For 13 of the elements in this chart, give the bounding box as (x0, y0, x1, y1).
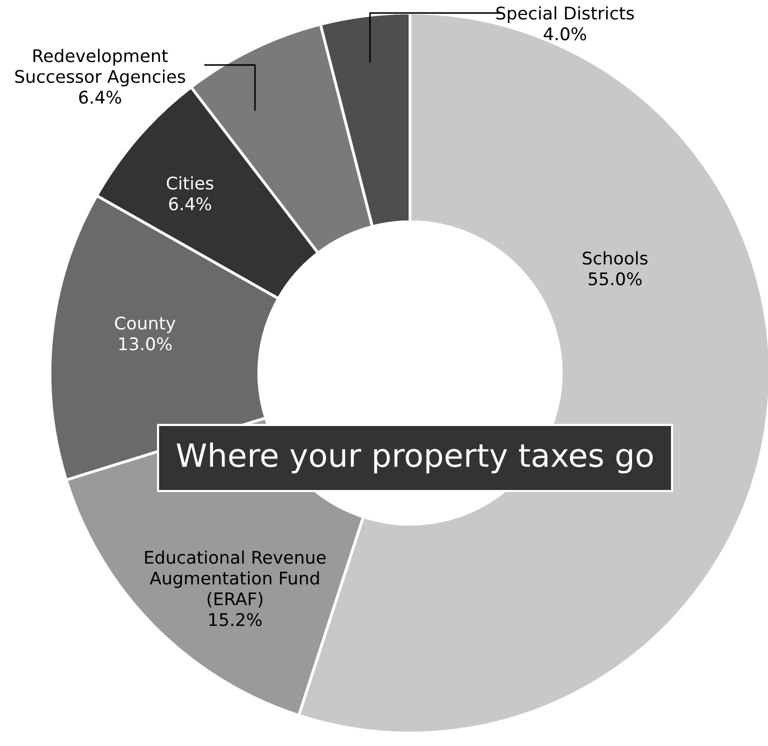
data-label: 6.4% (79, 90, 122, 104)
slice-label: County (115, 316, 176, 334)
data-label: 6.4% (169, 197, 212, 210)
slice-label: Redevelopment Successor Agencies (15, 48, 186, 86)
slice-label: Schools (582, 251, 648, 265)
data-label: 13.0% (119, 337, 172, 350)
slice-label: Special Districts (496, 6, 634, 24)
slice-label: Cities (166, 176, 214, 190)
data-label: 15.2% (209, 613, 262, 626)
data-label: 55.0% (588, 272, 642, 286)
text: Where your property taxes go (176, 442, 653, 474)
slice-label: Educational Revenue Augmentation Fund (ERAF) (145, 550, 326, 608)
data-label: 4.0% (544, 27, 586, 40)
